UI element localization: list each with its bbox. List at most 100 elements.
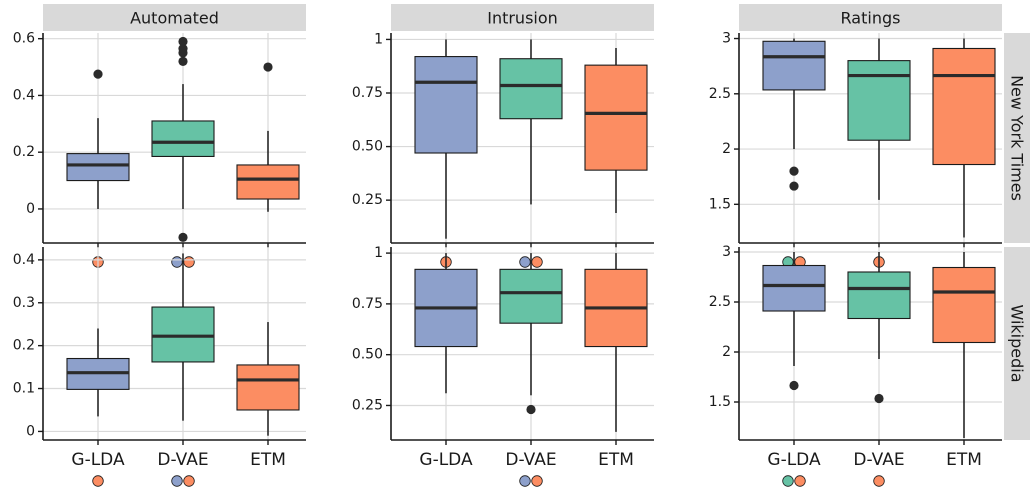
box-iqr — [932, 266, 996, 344]
panel-1-1: 0.25 0.50 0.75 1 — [352, 245, 654, 487]
y-tick-label: 1 — [374, 245, 383, 261]
col-strip-1 — [391, 4, 654, 31]
box-d-vae — [847, 38, 911, 200]
y-tick-label: 1 — [374, 31, 383, 47]
box-iqr — [932, 47, 996, 166]
box-iqr — [847, 60, 911, 141]
box-iqr — [584, 64, 648, 171]
y-tick-label: 2.5 — [709, 294, 731, 310]
box-iqr — [66, 153, 130, 182]
box-iqr — [236, 164, 300, 200]
box-g-lda — [66, 328, 130, 417]
outlier-point — [789, 181, 799, 191]
col-strip-0 — [43, 4, 306, 31]
box-iqr — [236, 364, 300, 411]
significance-marker — [519, 475, 531, 487]
y-tick-label: 0.4 — [13, 252, 35, 268]
box-iqr — [151, 120, 215, 157]
x-category-label: G-LDA — [71, 450, 125, 470]
x-category-label: ETM — [250, 450, 286, 470]
box-g-lda — [762, 252, 826, 391]
box-etm — [932, 252, 996, 438]
y-tick-label: 2 — [722, 344, 731, 360]
row-title-wikipedia: Wikipedia — [1008, 304, 1027, 382]
outlier-point — [178, 44, 188, 54]
outlier-point — [874, 393, 884, 404]
y-tick-label: 0.6 — [13, 31, 35, 47]
outlier-point — [178, 36, 188, 47]
y-tick-label: 0.75 — [352, 85, 383, 101]
x-category-label: ETM — [598, 450, 634, 470]
outlier-point — [789, 166, 799, 176]
col-title-automated: Automated — [130, 9, 219, 28]
outlier-point — [526, 404, 536, 415]
y-tick-label: 0.50 — [352, 347, 383, 363]
box-etm — [236, 322, 300, 436]
x-category-label: D-VAE — [157, 450, 208, 470]
box-d-vae — [847, 252, 911, 404]
y-tick-label: 0.50 — [352, 139, 383, 155]
y-tick-label: 0.25 — [352, 192, 383, 208]
y-tick-label: 3 — [722, 244, 731, 260]
box-g-lda — [66, 69, 130, 209]
box-iqr — [499, 58, 563, 120]
x-category-label: G-LDA — [419, 450, 473, 470]
y-tick-label: 0.1 — [13, 381, 35, 397]
significance-marker — [183, 475, 195, 487]
box-d-vae — [499, 39, 563, 205]
outlier-point — [178, 232, 188, 242]
y-tick-label: 2.5 — [709, 86, 731, 102]
box-iqr — [847, 271, 911, 320]
x-category-label: ETM — [946, 450, 982, 470]
significance-marker — [531, 256, 543, 268]
y-tick-label: 1.5 — [709, 196, 731, 212]
y-tick-label: 0.2 — [13, 144, 35, 160]
y-tick-label: 0.2 — [13, 338, 35, 354]
box-etm — [584, 48, 648, 213]
outlier-point — [178, 56, 188, 66]
significance-marker — [531, 475, 543, 487]
significance-marker — [519, 256, 531, 268]
box-iqr — [151, 306, 215, 363]
box-d-vae — [151, 253, 215, 421]
box-etm — [584, 253, 648, 432]
y-tick-label: 0.3 — [13, 295, 35, 311]
x-category-label: D-VAE — [505, 450, 556, 470]
row-strip-0 — [1004, 33, 1030, 243]
box-iqr — [762, 40, 826, 91]
box-etm — [932, 38, 996, 238]
y-tick-label: 0 — [26, 423, 35, 439]
significance-marker — [183, 256, 195, 268]
x-category-label: G-LDA — [767, 450, 821, 470]
col-title-ratings: Ratings — [841, 9, 901, 28]
x-category-label: D-VAE — [853, 450, 904, 470]
outlier-point — [263, 62, 273, 72]
y-tick-label: 0.75 — [352, 296, 383, 312]
significance-marker — [782, 475, 794, 487]
y-tick-label: 0 — [26, 201, 35, 217]
box-iqr — [762, 264, 826, 312]
panel-0-2: 1.5 2 2.5 3 — [709, 31, 1002, 268]
box-iqr — [414, 56, 478, 154]
y-tick-label: 2 — [722, 141, 731, 157]
outlier-point — [789, 380, 799, 391]
panel-0-0: 0 0.2 0.4 0.6 — [13, 31, 306, 268]
y-tick-label: 0.4 — [13, 87, 35, 103]
box-etm — [236, 62, 300, 212]
y-tick-label: 3 — [722, 31, 731, 47]
panel-1-2: 1.5 2 2.5 3 — [709, 244, 1002, 487]
box-d-vae — [151, 36, 215, 242]
box-iqr — [499, 268, 563, 324]
row-strip-1 — [1004, 247, 1030, 440]
y-tick-label: 1.5 — [709, 394, 731, 410]
significance-marker — [171, 256, 183, 268]
box-g-lda — [414, 253, 478, 394]
box-g-lda — [414, 39, 478, 239]
significance-marker — [92, 475, 104, 487]
panel-0-1: 0.25 0.50 0.75 1 — [352, 31, 654, 268]
significance-marker — [794, 475, 806, 487]
col-strip-2 — [739, 4, 1002, 31]
outlier-point — [93, 69, 103, 79]
box-d-vae — [499, 253, 563, 415]
